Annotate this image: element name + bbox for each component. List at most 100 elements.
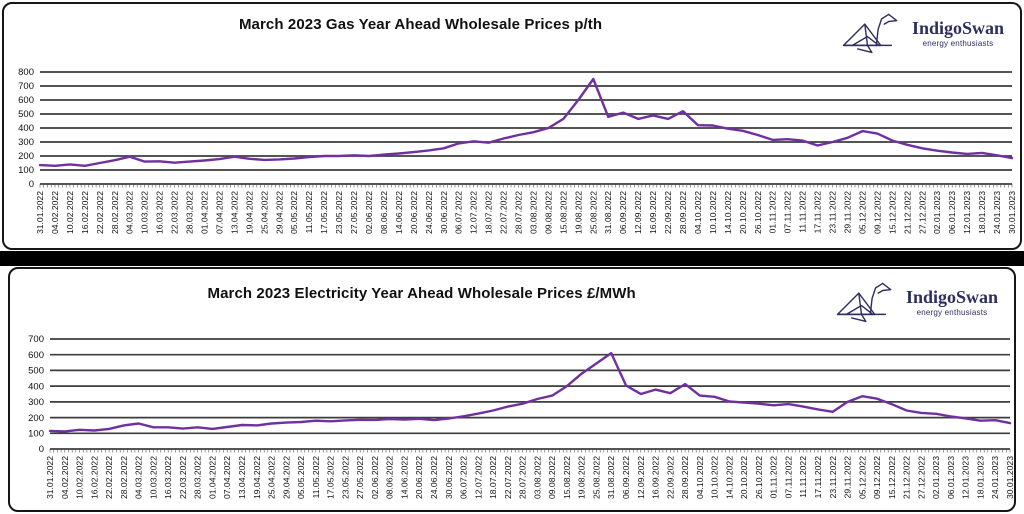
indigoswan-logo: IndigoSwan energy enthusiasts xyxy=(834,279,998,325)
svg-text:16.09.2022: 16.09.2022 xyxy=(651,456,661,499)
svg-text:200: 200 xyxy=(18,151,34,162)
svg-text:22.03.2022: 22.03.2022 xyxy=(178,456,188,499)
svg-text:05.05.2022: 05.05.2022 xyxy=(289,191,299,234)
svg-text:28.03.2022: 28.03.2022 xyxy=(193,456,203,499)
svg-text:500: 500 xyxy=(18,109,34,120)
svg-text:20.10.2022: 20.10.2022 xyxy=(739,456,749,499)
svg-text:01.04.2022: 01.04.2022 xyxy=(208,456,218,499)
origami-swan-icon xyxy=(836,282,892,323)
svg-text:31.01.2022: 31.01.2022 xyxy=(45,456,55,499)
svg-text:700: 700 xyxy=(18,81,34,92)
svg-text:28.07.2022: 28.07.2022 xyxy=(518,456,528,499)
svg-text:800: 800 xyxy=(18,67,34,78)
svg-text:300: 300 xyxy=(18,137,34,148)
svg-text:28.09.2022: 28.09.2022 xyxy=(680,456,690,499)
svg-text:15.08.2022: 15.08.2022 xyxy=(558,191,568,234)
svg-text:10.10.2022: 10.10.2022 xyxy=(708,191,718,234)
logo-tagline: energy enthusiasts xyxy=(922,38,994,48)
svg-text:10.02.2022: 10.02.2022 xyxy=(65,191,75,234)
svg-text:17.05.2022: 17.05.2022 xyxy=(319,191,329,234)
gridlines xyxy=(50,338,1010,450)
svg-text:05.12.2022: 05.12.2022 xyxy=(858,191,868,234)
svg-text:12.07.2022: 12.07.2022 xyxy=(473,456,483,499)
svg-text:24.06.2022: 24.06.2022 xyxy=(429,456,439,499)
svg-text:15.12.2022: 15.12.2022 xyxy=(887,456,897,499)
svg-text:15.12.2022: 15.12.2022 xyxy=(887,191,897,234)
logo-name: IndigoSwan xyxy=(911,17,1004,38)
svg-text:27.12.2022: 27.12.2022 xyxy=(916,456,926,499)
svg-text:16.03.2022: 16.03.2022 xyxy=(155,191,165,234)
svg-text:700: 700 xyxy=(28,334,44,345)
svg-text:29.11.2022: 29.11.2022 xyxy=(843,191,853,234)
svg-text:15.08.2022: 15.08.2022 xyxy=(562,456,572,499)
svg-text:500: 500 xyxy=(28,366,44,377)
svg-text:17.05.2022: 17.05.2022 xyxy=(326,456,336,499)
svg-text:13.04.2022: 13.04.2022 xyxy=(229,191,239,234)
y-axis-labels: 800 700 600 500 400 300 200 100 0 xyxy=(18,67,34,190)
svg-text:24.06.2022: 24.06.2022 xyxy=(424,191,434,234)
svg-text:22.03.2022: 22.03.2022 xyxy=(170,191,180,234)
svg-text:17.11.2022: 17.11.2022 xyxy=(813,191,823,234)
svg-text:12.09.2022: 12.09.2022 xyxy=(636,456,646,499)
svg-text:02.01.2023: 02.01.2023 xyxy=(932,191,942,234)
svg-text:23.05.2022: 23.05.2022 xyxy=(340,456,350,499)
svg-text:0: 0 xyxy=(29,179,34,190)
svg-text:16.02.2022: 16.02.2022 xyxy=(80,191,90,234)
svg-text:02.06.2022: 02.06.2022 xyxy=(364,191,374,234)
svg-text:07.11.2022: 07.11.2022 xyxy=(784,456,794,499)
svg-text:05.05.2022: 05.05.2022 xyxy=(296,456,306,499)
svg-text:12.01.2023: 12.01.2023 xyxy=(962,191,972,234)
svg-text:100: 100 xyxy=(28,429,44,440)
svg-text:06.07.2022: 06.07.2022 xyxy=(454,191,464,234)
svg-text:06.07.2022: 06.07.2022 xyxy=(459,456,469,499)
svg-text:05.12.2022: 05.12.2022 xyxy=(857,456,867,499)
svg-text:11.11.2022: 11.11.2022 xyxy=(798,456,808,498)
svg-text:20.06.2022: 20.06.2022 xyxy=(409,191,419,234)
svg-text:09.08.2022: 09.08.2022 xyxy=(543,191,553,234)
svg-text:19.04.2022: 19.04.2022 xyxy=(244,191,254,234)
svg-text:09.12.2022: 09.12.2022 xyxy=(872,456,882,499)
y-axis-labels: 700 600 500 400 300 200 100 0 xyxy=(28,334,44,455)
svg-text:28.09.2022: 28.09.2022 xyxy=(678,191,688,234)
svg-text:19.08.2022: 19.08.2022 xyxy=(573,191,583,234)
logo-text: IndigoSwan energy enthusiasts xyxy=(906,288,998,317)
price-line xyxy=(38,77,1014,168)
svg-text:19.04.2022: 19.04.2022 xyxy=(252,456,262,499)
svg-text:27.12.2022: 27.12.2022 xyxy=(917,191,927,234)
svg-text:30.01.2023: 30.01.2023 xyxy=(1005,456,1014,499)
indigoswan-logo: IndigoSwan energy enthusiasts xyxy=(840,10,1004,56)
logo-text: IndigoSwan energy enthusiasts xyxy=(912,19,1004,48)
svg-text:13.04.2022: 13.04.2022 xyxy=(237,456,247,499)
svg-text:10.03.2022: 10.03.2022 xyxy=(140,191,150,234)
x-axis-tick-comb xyxy=(39,184,1013,188)
svg-text:11.11.2022: 11.11.2022 xyxy=(798,191,808,233)
svg-text:06.01.2023: 06.01.2023 xyxy=(947,191,957,234)
svg-text:06.09.2022: 06.09.2022 xyxy=(621,456,631,499)
gas-chart-panel: 800 700 600 500 400 300 200 100 0 31.01.2022 04.02… xyxy=(2,2,1022,250)
svg-text:29.04.2022: 29.04.2022 xyxy=(281,456,291,499)
svg-text:25.08.2022: 25.08.2022 xyxy=(592,456,602,499)
svg-text:20.10.2022: 20.10.2022 xyxy=(738,191,748,234)
svg-text:04.02.2022: 04.02.2022 xyxy=(50,191,60,234)
svg-text:22.07.2022: 22.07.2022 xyxy=(503,456,513,499)
svg-text:08.06.2022: 08.06.2022 xyxy=(385,456,395,499)
svg-text:600: 600 xyxy=(28,350,44,361)
svg-text:14.06.2022: 14.06.2022 xyxy=(400,456,410,499)
svg-text:16.03.2022: 16.03.2022 xyxy=(163,456,173,499)
svg-text:16.09.2022: 16.09.2022 xyxy=(648,191,658,234)
electricity-chart-plot: 700 600 500 400 300 200 100 031.01.2022 04.02.20… xyxy=(28,334,1014,499)
svg-text:08.06.2022: 08.06.2022 xyxy=(379,191,389,234)
svg-text:03.08.2022: 03.08.2022 xyxy=(532,456,542,499)
svg-text:03.08.2022: 03.08.2022 xyxy=(529,191,539,234)
svg-text:02.06.2022: 02.06.2022 xyxy=(370,456,380,499)
svg-text:10.10.2022: 10.10.2022 xyxy=(710,456,720,499)
svg-text:29.04.2022: 29.04.2022 xyxy=(274,191,284,234)
svg-text:01.11.2022: 01.11.2022 xyxy=(768,191,778,234)
svg-text:10.03.2022: 10.03.2022 xyxy=(148,456,158,499)
svg-text:25.08.2022: 25.08.2022 xyxy=(588,191,598,234)
svg-text:400: 400 xyxy=(18,123,34,134)
svg-text:02.01.2023: 02.01.2023 xyxy=(931,456,941,499)
svg-text:28.07.2022: 28.07.2022 xyxy=(514,191,524,234)
svg-text:28.02.2022: 28.02.2022 xyxy=(119,456,129,499)
gridlines xyxy=(40,71,1012,185)
